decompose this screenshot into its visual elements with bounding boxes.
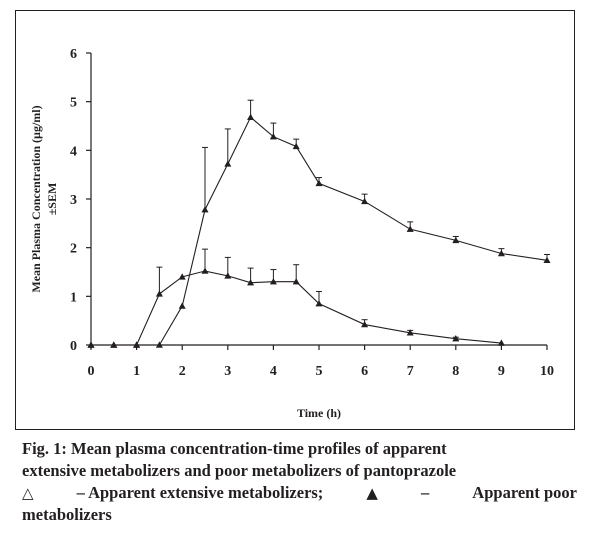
- x-tick-label: 9: [498, 364, 505, 379]
- caption-line-4: metabolizers: [22, 505, 112, 524]
- caption-line-1: Fig. 1: Mean plasma concentration-time p…: [22, 439, 447, 458]
- y-tick-label: 1: [70, 290, 77, 305]
- y-tick-label: 4: [70, 144, 77, 159]
- data-point: [361, 320, 369, 328]
- legend-extensive-label: – Apparent extensive metabolizers;: [76, 483, 324, 502]
- data-point: [292, 142, 300, 150]
- data-point: [361, 197, 369, 205]
- data-point: [224, 272, 232, 279]
- line-chart: 0 1 2 3 4 5 6 0 1 2 3 4 5 6 7 8 9 10 Time (h) Mean Plasm…: [29, 47, 554, 420]
- data-point: [178, 273, 186, 280]
- data-point: [269, 133, 277, 140]
- data-point: [406, 329, 414, 336]
- legend-poor-label: Apparent poor: [472, 483, 577, 502]
- x-tick-label: 3: [224, 364, 231, 379]
- x-tick-label: 2: [179, 364, 186, 379]
- data-point: [269, 278, 277, 285]
- y-axis-title-sem: ±SEM: [45, 183, 59, 216]
- y-tick-label: 3: [70, 193, 77, 208]
- data-point: [247, 113, 255, 120]
- x-tick-label: 6: [361, 364, 368, 379]
- figure-caption: Fig. 1: Mean plasma concentration-time p…: [22, 438, 577, 526]
- series-line: [91, 116, 548, 346]
- y-axis-title: Mean Plasma Concentration (µg/ml): [29, 105, 43, 292]
- y-tick-label: 2: [70, 242, 77, 257]
- data-point: [133, 341, 141, 348]
- x-axis-ticks: 0 1 2 3 4 5 6 7 8 9 10: [88, 345, 554, 379]
- data-point: [452, 335, 460, 342]
- data-point: [155, 290, 163, 297]
- data-point: [543, 256, 551, 264]
- x-tick-label: 10: [540, 364, 554, 379]
- y-tick-label: 0: [70, 339, 77, 354]
- data-point: [406, 225, 414, 232]
- y-tick-label: 5: [70, 96, 77, 111]
- data-point: [87, 341, 95, 348]
- data-point: [155, 341, 163, 348]
- caption-line-2: extensive metabolizers and poor metaboli…: [22, 461, 457, 480]
- data-point: [497, 339, 505, 346]
- data-point: [201, 206, 209, 213]
- legend-filled-triangle-icon: ▲: [366, 484, 378, 502]
- x-tick-label: 8: [452, 364, 459, 379]
- y-axis-ticks: 0 1 2 3 4 5 6: [70, 47, 91, 354]
- x-tick-label: 0: [88, 364, 95, 379]
- figure-frame: 0 1 2 3 4 5 6 0 1 2 3 4 5 6 7 8 9 10 Time (h) Mean Plasm…: [15, 10, 575, 430]
- x-tick-label: 4: [270, 364, 277, 379]
- data-point: [292, 278, 300, 285]
- data-point: [110, 341, 118, 348]
- legend-poor-dash: –: [420, 483, 430, 502]
- data-point: [224, 160, 232, 167]
- data-point: [452, 236, 460, 244]
- data-point: [315, 300, 323, 307]
- x-axis-title: Time (h): [297, 406, 341, 420]
- x-tick-label: 7: [407, 364, 414, 379]
- series-poor: [87, 99, 551, 348]
- data-point: [201, 267, 209, 274]
- data-point: [315, 179, 323, 187]
- x-tick-label: 5: [316, 364, 323, 379]
- series-extensive: [87, 248, 505, 348]
- x-tick-label: 1: [133, 364, 140, 379]
- caption-legend-line: △ – Apparent extensive metabolizers; ▲ –…: [22, 482, 577, 504]
- legend-open-triangle-icon: △: [22, 484, 34, 502]
- data-point: [497, 249, 505, 257]
- series-layer: [87, 99, 551, 348]
- data-point: [247, 279, 255, 286]
- y-tick-label: 6: [70, 47, 77, 62]
- data-point: [178, 302, 186, 309]
